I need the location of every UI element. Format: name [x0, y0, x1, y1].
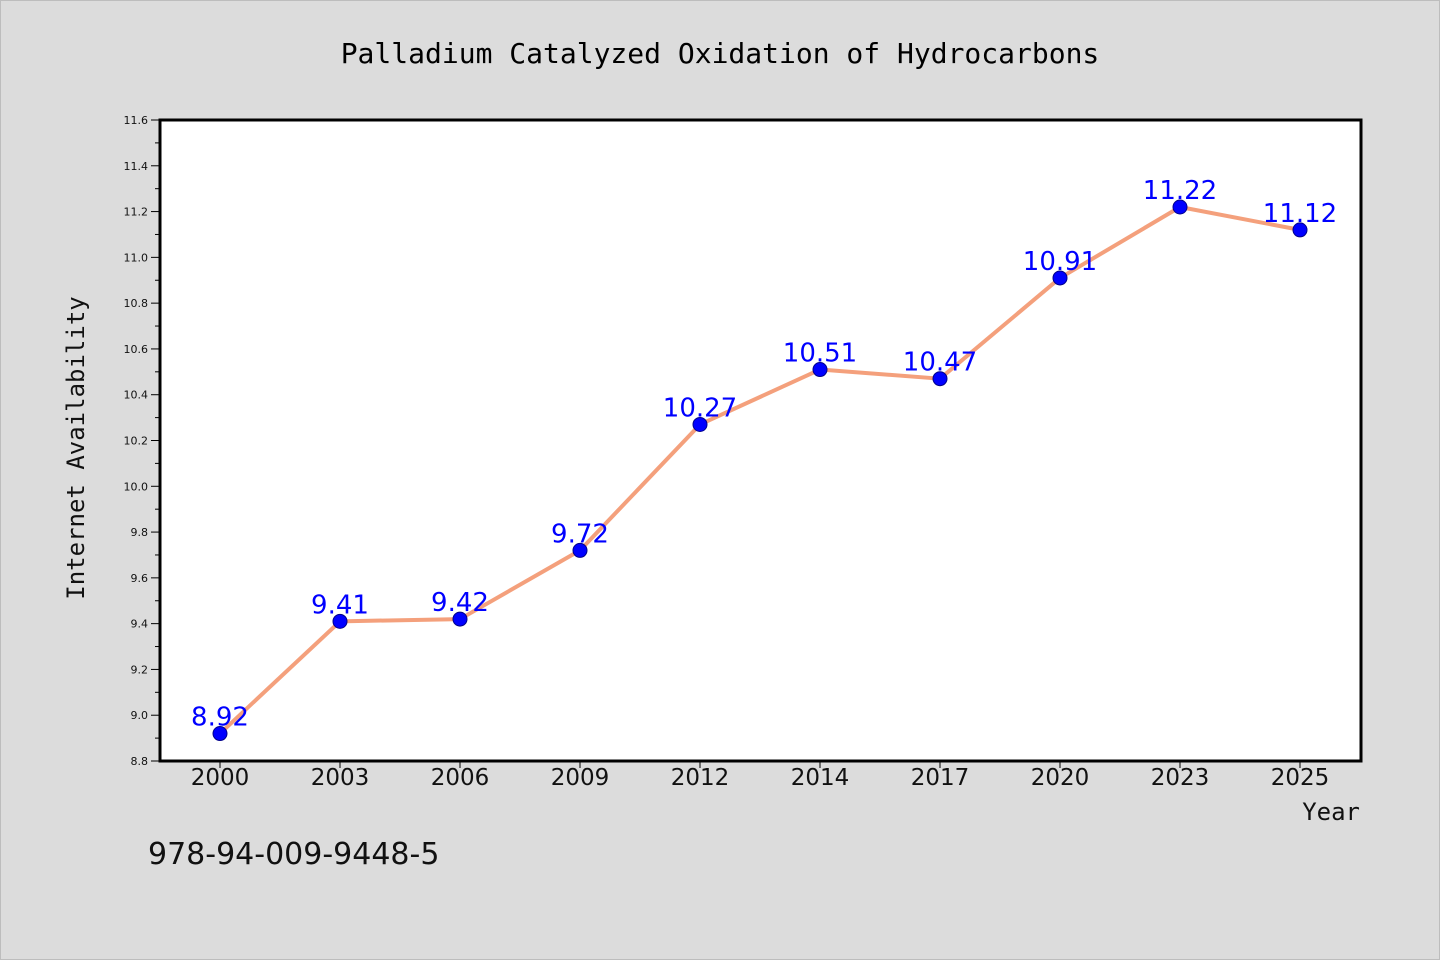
data-label: 10.51 [783, 339, 857, 369]
chart-title: Palladium Catalyzed Oxidation of Hydroca… [341, 37, 1100, 70]
data-point [1292, 222, 1308, 238]
y-axis-label: Internet Availability [62, 296, 90, 599]
x-axis: 2000 2003 2006 2009 2012 2014 2017 2020 2023 2025 [191, 761, 1330, 791]
x-tick-label: 2014 [791, 765, 850, 791]
data-label: 10.27 [663, 393, 737, 423]
data-point [1172, 199, 1188, 215]
x-tick-label: 2023 [1151, 765, 1210, 791]
x-axis-label: Year [1302, 798, 1360, 826]
y-tick-label: 10.0 [124, 480, 149, 493]
y-tick-label: 10.4 [124, 389, 149, 402]
footer-isbn: 978-94-009-9448-5 [148, 837, 439, 872]
x-tick-label: 2020 [1031, 765, 1090, 791]
y-tick-label: 9.8 [131, 526, 149, 539]
data-label: 11.22 [1143, 176, 1217, 206]
y-tick-label: 11.2 [124, 206, 149, 219]
data-point [332, 613, 348, 629]
y-tick-label: 9.0 [131, 709, 149, 722]
plot-area [160, 120, 1361, 761]
x-tick-label: 2009 [551, 765, 610, 791]
x-tick-label: 2006 [431, 765, 490, 791]
y-tick-label: 8.8 [131, 755, 149, 768]
data-label: 9.72 [551, 519, 609, 549]
plot-frame [158, 118, 1363, 763]
y-tick-label: 11.4 [124, 160, 149, 173]
data-label: 10.47 [903, 348, 977, 378]
data-point [572, 542, 588, 558]
x-tick-label: 2003 [311, 765, 370, 791]
data-point [452, 611, 468, 627]
data-label: 9.41 [311, 590, 369, 620]
y-axis: 8.8 9.0 9.2 9.4 9.6 9.8 10.0 10.2 10.4 10.6 10.8 11… [124, 114, 160, 768]
y-tick-label: 10.8 [124, 297, 149, 310]
data-point [1052, 270, 1068, 286]
data-point [812, 362, 828, 378]
y-tick-label: 10.6 [124, 343, 149, 356]
x-tick-label: 2017 [911, 765, 970, 791]
data-point [212, 726, 228, 742]
y-tick-label: 11.6 [124, 114, 149, 127]
data-label: 8.92 [191, 703, 249, 733]
y-tick-label: 9.2 [131, 663, 149, 676]
y-tick-label: 9.6 [131, 572, 149, 585]
x-tick-label: 2000 [191, 765, 250, 791]
y-tick-label: 9.4 [131, 618, 149, 631]
data-point [932, 371, 948, 387]
x-tick-label: 2012 [671, 765, 730, 791]
y-tick-label: 10.2 [124, 435, 149, 448]
series-layer: 8.92 9.41 9.42 9.72 10.27 10.51 10.47 10.91 11.2… [191, 176, 1337, 742]
data-label: 9.42 [431, 588, 489, 618]
data-point [692, 416, 708, 432]
series-line [218, 204, 1302, 736]
data-label: 11.12 [1263, 199, 1337, 229]
data-label: 10.91 [1023, 247, 1097, 277]
y-tick-label: 11.0 [124, 251, 149, 264]
x-tick-label: 2025 [1271, 765, 1330, 791]
